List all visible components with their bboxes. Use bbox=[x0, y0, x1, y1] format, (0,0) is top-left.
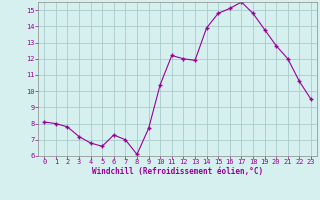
X-axis label: Windchill (Refroidissement éolien,°C): Windchill (Refroidissement éolien,°C) bbox=[92, 167, 263, 176]
